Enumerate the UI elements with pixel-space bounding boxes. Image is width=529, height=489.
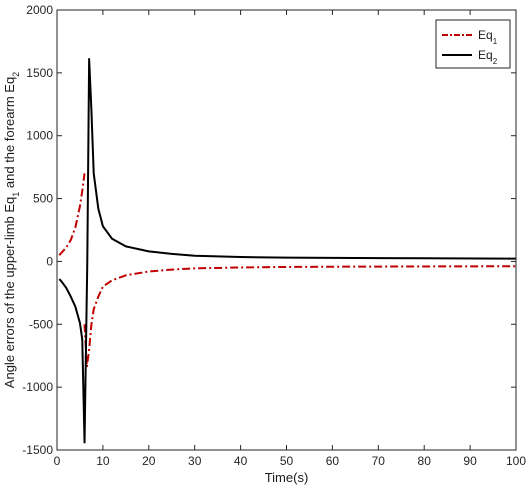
x-tick-label: 30 bbox=[188, 454, 202, 468]
legend-label-eq2-sub: 2 bbox=[493, 57, 498, 66]
y-tick-label: 1500 bbox=[26, 66, 53, 80]
x-tick-label: 50 bbox=[280, 454, 294, 468]
y-tick-label: 0 bbox=[46, 254, 53, 268]
y-tick-label: 2000 bbox=[26, 3, 53, 17]
y-axis-label-sub2: 2 bbox=[11, 72, 21, 77]
legend-label-eq2: Eq2 bbox=[478, 48, 498, 66]
legend: Eq1 Eq2 bbox=[435, 19, 511, 69]
ticks-layer: 0 10 20 30 40 50 60 70 80 90 100 -1500 -1000 -500 0 500… bbox=[22, 3, 526, 468]
legend-box bbox=[435, 19, 511, 69]
y-tick-label: -1000 bbox=[22, 380, 53, 394]
series-layer bbox=[58, 58, 517, 444]
y-axis-label-sub1: 1 bbox=[11, 192, 21, 197]
x-axis-label: Time(s) bbox=[265, 470, 309, 485]
y-tick-label: -1500 bbox=[22, 443, 53, 457]
y-tick-label: 1000 bbox=[26, 129, 53, 143]
series-eq1-line-1 bbox=[58, 173, 86, 256]
legend-label-eq2-base: Eq bbox=[478, 48, 493, 62]
x-tick-label: 40 bbox=[234, 454, 248, 468]
x-tick-label: 20 bbox=[142, 454, 156, 468]
x-tick-label: 70 bbox=[372, 454, 386, 468]
y-tick-label: 500 bbox=[33, 192, 53, 206]
x-tick-label: 80 bbox=[418, 454, 432, 468]
y-axis-label-middle: and the forearm Eq bbox=[2, 77, 17, 192]
y-axis-label-prefix: Angle errors of the upper-limb Eq bbox=[2, 197, 17, 388]
x-tick-label: 90 bbox=[463, 454, 477, 468]
x-tick-label: 10 bbox=[96, 454, 110, 468]
y-tick-label: -500 bbox=[29, 317, 53, 331]
x-tick-label: 60 bbox=[326, 454, 340, 468]
series-eq1-line-2 bbox=[83, 265, 517, 369]
legend-label-eq1-sub: 1 bbox=[493, 37, 498, 46]
legend-label-eq1-base: Eq bbox=[478, 28, 493, 42]
x-tick-label: 100 bbox=[506, 454, 526, 468]
y-axis-label: Angle errors of the upper-limb Eq1 and t… bbox=[2, 72, 21, 388]
x-tick-label: 0 bbox=[54, 454, 61, 468]
series-eq2-line-1 bbox=[58, 58, 517, 444]
legend-label-eq1: Eq1 bbox=[478, 28, 498, 46]
